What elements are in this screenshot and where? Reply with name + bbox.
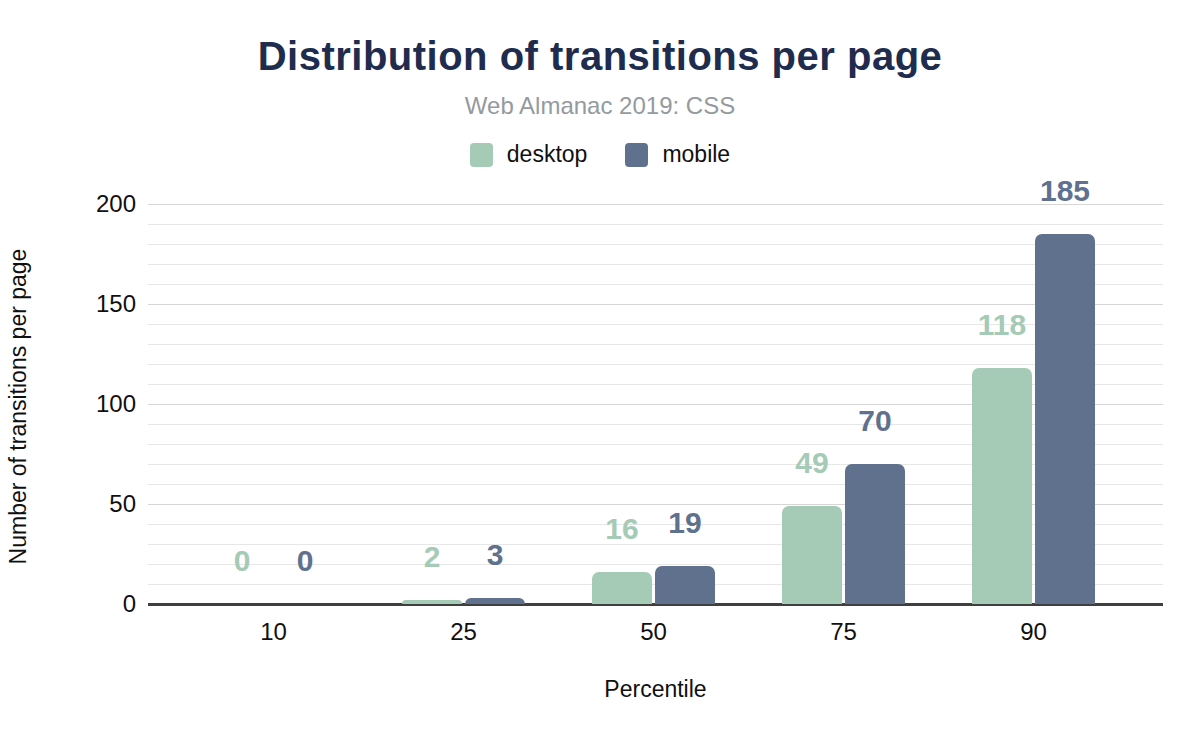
- x-tick-label-25: 25: [404, 618, 524, 646]
- x-tick-label-10: 10: [214, 618, 334, 646]
- value-label-mobile-p25: 3: [435, 540, 555, 570]
- bar-desktop-p50[interactable]: [592, 572, 652, 604]
- bar-mobile-p50[interactable]: [655, 566, 715, 604]
- value-label-mobile-p90: 185: [1005, 176, 1125, 206]
- x-axis-title: Percentile: [148, 676, 1163, 703]
- y-tick-label-100: 100: [0, 390, 136, 418]
- value-label-mobile-p75: 70: [815, 406, 935, 436]
- bar-desktop-p90[interactable]: [972, 368, 1032, 604]
- minor-gridline: [148, 244, 1163, 245]
- legend: desktop mobile: [0, 141, 1200, 168]
- legend-item-mobile[interactable]: mobile: [625, 141, 730, 168]
- value-label-mobile-p10: 0: [245, 546, 365, 576]
- x-tick-label-90: 90: [974, 618, 1094, 646]
- bar-desktop-p75[interactable]: [782, 506, 842, 604]
- legend-swatch-mobile: [625, 143, 648, 167]
- legend-swatch-desktop: [470, 143, 493, 167]
- y-tick-label-50: 50: [0, 490, 136, 518]
- plot-area: 021649118031970185: [148, 204, 1163, 604]
- minor-gridline: [148, 264, 1163, 265]
- y-tick-label-0: 0: [0, 590, 136, 618]
- minor-gridline: [148, 224, 1163, 225]
- bar-mobile-p90[interactable]: [1035, 234, 1095, 604]
- y-tick-label-200: 200: [0, 190, 136, 218]
- chart-figure: Distribution of transitions per page Web…: [0, 0, 1200, 742]
- minor-gridline: [148, 344, 1163, 345]
- legend-item-desktop[interactable]: desktop: [470, 141, 588, 168]
- legend-label-mobile: mobile: [662, 141, 730, 168]
- bar-desktop-p25[interactable]: [402, 600, 462, 604]
- bar-mobile-p25[interactable]: [465, 598, 525, 604]
- value-label-mobile-p50: 19: [625, 508, 745, 538]
- major-gridline: [148, 304, 1163, 305]
- legend-label-desktop: desktop: [507, 141, 588, 168]
- minor-gridline: [148, 364, 1163, 365]
- chart-subtitle: Web Almanac 2019: CSS: [0, 92, 1200, 120]
- x-tick-label-50: 50: [594, 618, 714, 646]
- bar-mobile-p75[interactable]: [845, 464, 905, 604]
- x-tick-label-75: 75: [784, 618, 904, 646]
- y-tick-label-150: 150: [0, 290, 136, 318]
- minor-gridline: [148, 284, 1163, 285]
- chart-title: Distribution of transitions per page: [0, 34, 1200, 79]
